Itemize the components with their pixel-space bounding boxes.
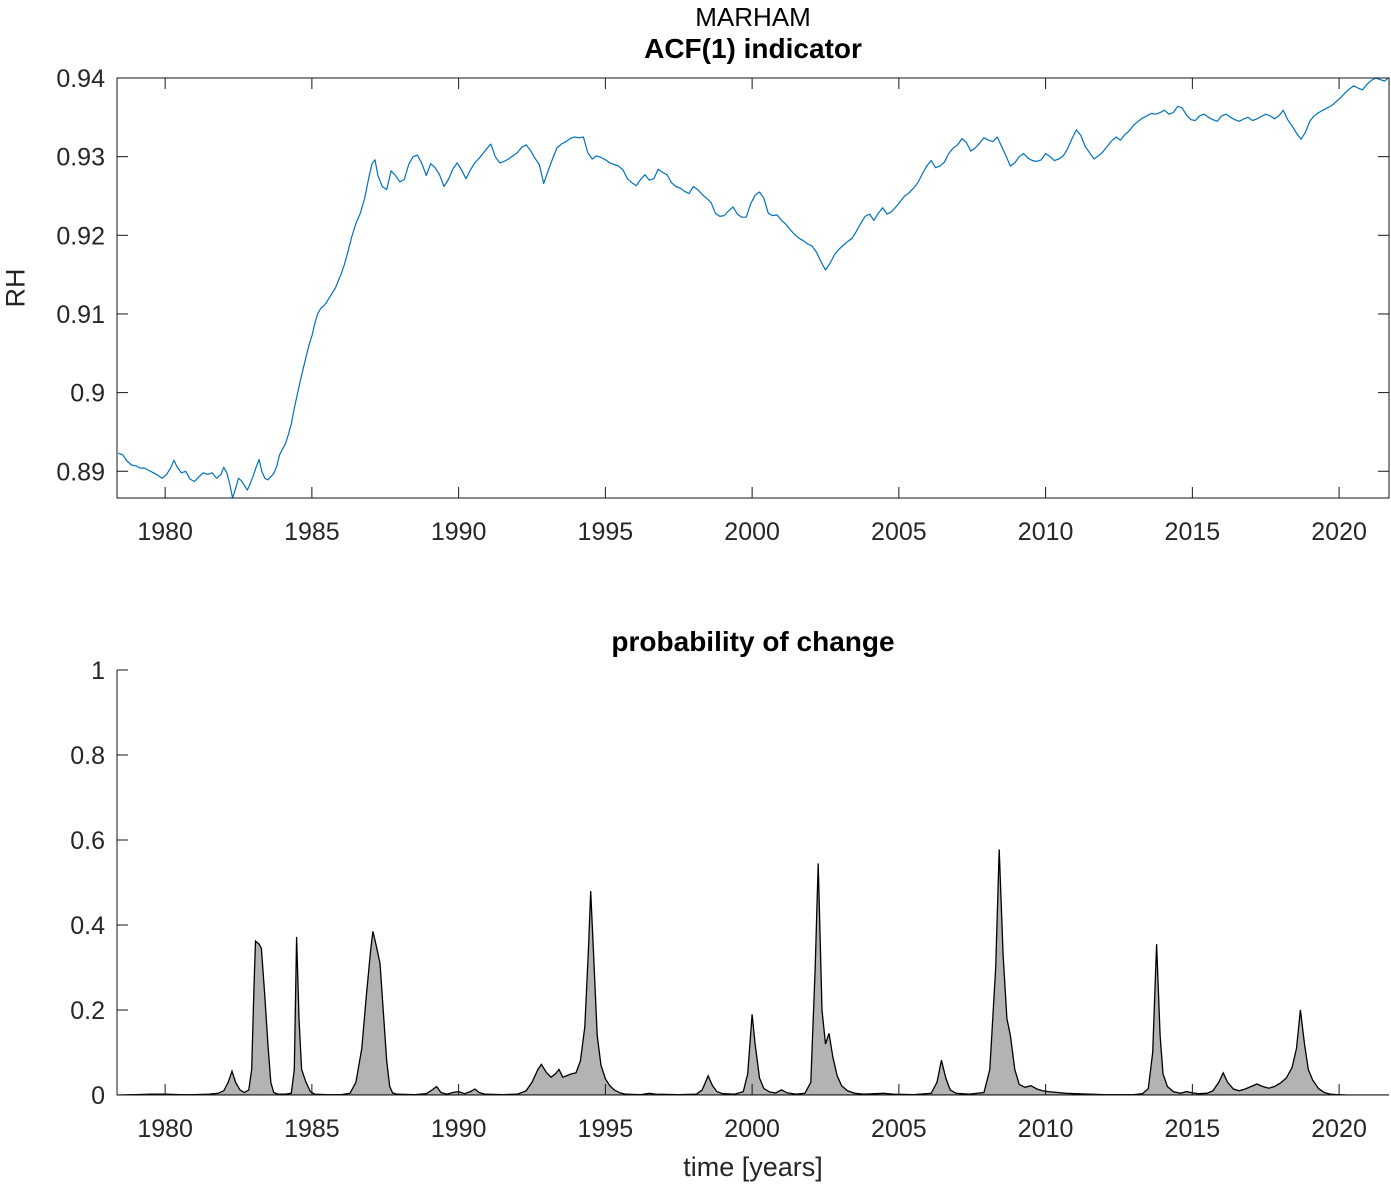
y-tick-label: 0.9 [70,380,105,408]
subplot-1: 1980 1985 1990 1995 2000 2005 2010 2015 2020 0 0.2… [70,657,1389,1143]
probability-plot-title: probability of change [611,626,895,657]
probability-area [117,849,1389,1095]
y-tick-label: 0.89 [56,458,105,486]
y-tick-label: 0 [91,1082,105,1110]
x-tick-label: 1980 [137,1115,193,1143]
x-tick-label: 1995 [578,518,634,546]
x-tick-label: 1995 [578,1115,634,1143]
subplot-0: 1980 1985 1990 1995 2000 2005 2010 2015 2020 0.89… [56,65,1390,546]
y-tick-label: 0.4 [70,912,105,940]
y-tick-label: 1 [91,657,105,685]
y-tick-label: 0.2 [70,997,105,1025]
acf-plot-title: ACF(1) indicator [644,33,862,64]
x-tick-label: 2015 [1165,518,1221,546]
x-tick-label: 2005 [871,518,927,546]
y-tick-label: 0.91 [56,301,105,329]
y-tick-label: 0.93 [56,144,105,172]
x-tick-label: 2000 [724,518,780,546]
y-tick-label: 0.94 [56,65,105,93]
figure-suptitle: MARHAM [695,2,811,32]
x-tick-label: 2005 [871,1115,927,1143]
acf-line [118,77,1389,499]
x-tick-label: 2020 [1311,1115,1367,1143]
axes-box [116,77,1390,499]
y-tick-label: 0.92 [56,222,105,250]
x-tick-label: 2010 [1018,1115,1074,1143]
x-tick-label: 1985 [284,518,340,546]
x-tick-label: 1990 [431,518,487,546]
x-tick-label: 1985 [284,1115,340,1143]
x-tick-label: 2010 [1018,518,1074,546]
x-tick-label: 1980 [137,518,193,546]
x-tick-label: 2020 [1311,518,1367,546]
x-tick-label: 2015 [1165,1115,1221,1143]
time-x-axis-label: time [years] [683,1152,823,1182]
x-tick-label: 2000 [724,1115,780,1143]
y-tick-label: 0.8 [70,742,105,770]
y-tick-label: 0.6 [70,827,105,855]
x-tick-label: 1990 [431,1115,487,1143]
